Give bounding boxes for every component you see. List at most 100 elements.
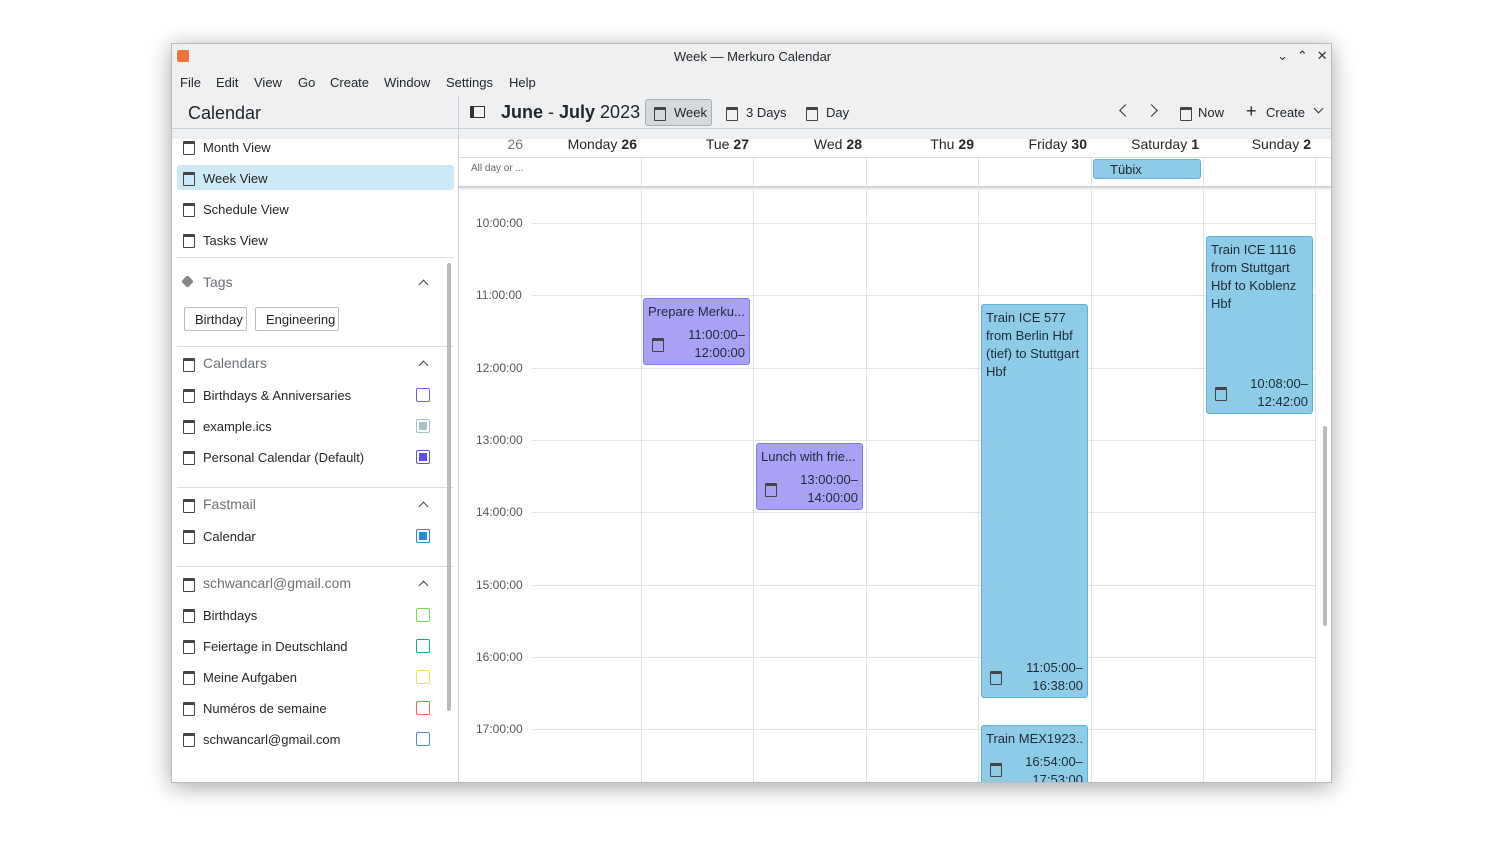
event-start: 13:00:00–	[800, 472, 858, 487]
header-line	[459, 157, 1331, 158]
section-header: Fastmail	[203, 496, 256, 512]
event[interactable]: Lunch with frie... 13:00:00– 14:00:00	[756, 443, 863, 510]
menu-item[interactable]: Create	[330, 75, 370, 90]
period-title: June - July 2023	[501, 102, 645, 123]
event-start: 11:05:00–	[1026, 660, 1083, 675]
title-bar	[172, 44, 1331, 139]
tag-chip[interactable]: Birthday	[184, 307, 247, 331]
icon	[183, 609, 195, 623]
calendar-item[interactable]: Birthdays & Anniversaries	[203, 388, 352, 403]
event-time: 16:54:00– 17:53:00	[1025, 753, 1083, 783]
hour-label: 17:00:00	[476, 722, 523, 737]
event[interactable]: Train MEX1923... 16:54:00– 17:53:00	[981, 725, 1088, 783]
calendar-checkbox[interactable]	[416, 670, 430, 684]
calendar-item[interactable]: Meine Aufgaben	[203, 670, 297, 685]
menu-item[interactable]: View	[254, 75, 282, 90]
sidebar-toggle[interactable]	[470, 106, 485, 118]
calendar-checkbox[interactable]	[416, 419, 430, 433]
now-button[interactable]: Now	[1198, 105, 1225, 120]
icon	[1180, 107, 1192, 121]
calendar-item[interactable]: Personal Calendar (Default)	[203, 450, 365, 465]
tag-icon	[181, 275, 194, 288]
sidebar-view[interactable]: Month View	[203, 140, 271, 155]
column-line	[978, 158, 979, 782]
icon	[183, 702, 195, 716]
event-end: 17:53:00	[1032, 772, 1083, 783]
day-name: Saturday	[1131, 136, 1188, 152]
event-time: 11:00:00– 12:00:00	[688, 326, 745, 362]
collapse-chevron[interactable]	[418, 360, 429, 371]
calendar-item[interactable]: Birthdays	[203, 608, 258, 623]
event-time: 13:00:00– 14:00:00	[800, 471, 858, 507]
sidebar-view[interactable]: Tasks View	[203, 233, 268, 248]
event[interactable]: Train ICE 1116 from Stuttgart Hbf to Kob…	[1206, 236, 1313, 414]
icon	[183, 203, 195, 217]
menu-item[interactable]: Edit	[216, 75, 239, 90]
menu-item[interactable]: Settings	[446, 75, 493, 90]
calendar-item[interactable]: Numéros de semaine	[203, 701, 327, 716]
tag-chip[interactable]: Engineering	[255, 307, 339, 331]
sidebar-view[interactable]: Schedule View	[203, 202, 289, 217]
calendar-item[interactable]: example.ics	[203, 419, 272, 434]
calendar-checkbox[interactable]	[416, 701, 430, 715]
calendar-checkbox[interactable]	[416, 388, 430, 402]
column-line	[1203, 158, 1204, 782]
calendar-item[interactable]: Calendar	[203, 529, 256, 544]
calendar-item[interactable]: Feiertage in Deutschland	[203, 639, 348, 654]
icon	[1215, 387, 1227, 401]
icon	[183, 141, 195, 155]
app-icon	[177, 50, 189, 62]
calendar-item[interactable]: schwancarl@gmail.com	[203, 732, 341, 747]
calendar-checkbox[interactable]	[416, 450, 430, 464]
sidebar-scrollbar	[447, 263, 451, 711]
plus-icon: +	[1246, 101, 1257, 121]
event-end: 14:00:00	[807, 490, 858, 505]
menu-item[interactable]: Help	[509, 75, 536, 90]
column-line	[1091, 158, 1092, 782]
day-number: 29	[958, 136, 974, 152]
icon	[183, 640, 195, 654]
day-number: 2	[1303, 136, 1311, 152]
sidebar-divider	[458, 96, 459, 782]
all-day-event[interactable]: Tübix	[1093, 159, 1201, 179]
view-highlight	[177, 165, 454, 190]
hour-line	[532, 584, 1315, 586]
calendar-checkbox[interactable]	[416, 529, 430, 543]
icon	[806, 107, 818, 121]
menu-item[interactable]: File	[180, 75, 201, 90]
calendar-checkbox[interactable]	[416, 732, 430, 746]
window: Week — Merkuro Calendar ⌄⌃✕ File Edit View…	[171, 43, 1332, 783]
column-line	[1315, 158, 1316, 782]
period-part: July	[559, 102, 596, 122]
event[interactable]: Train ICE 577 from Berlin Hbf (tief) to …	[981, 304, 1088, 698]
menu-item[interactable]: Go	[298, 75, 316, 90]
collapse-chevron[interactable]	[418, 501, 429, 512]
separator	[177, 346, 454, 347]
day-number: 26	[621, 136, 637, 152]
calendar-checkbox[interactable]	[416, 608, 430, 622]
collapse-chevron[interactable]	[418, 580, 429, 591]
hour-label: 15:00:00	[476, 577, 523, 592]
event[interactable]: Prepare Merku... 11:00:00– 12:00:00	[643, 298, 750, 365]
event-end: 12:00:00	[694, 345, 745, 360]
view-mode-button[interactable]: Week	[674, 105, 707, 120]
event-end: 16:38:00	[1032, 678, 1083, 693]
all-day-border	[459, 186, 1331, 188]
event-time: 10:08:00– 12:42:00	[1250, 375, 1308, 411]
section-header: Calendars	[203, 355, 267, 371]
calendar-checkbox[interactable]	[416, 639, 430, 653]
day-header: Monday 26	[517, 136, 637, 152]
view-mode-button[interactable]: Day	[826, 105, 850, 120]
toolbar-border	[172, 128, 1331, 129]
event-title: Prepare Merku...	[648, 304, 745, 319]
collapse-chevron[interactable]	[418, 279, 429, 290]
window-controls[interactable]: ⌄⌃✕	[1277, 48, 1332, 63]
sidebar-view[interactable]: Week View	[203, 171, 268, 186]
create-button[interactable]: Create	[1266, 105, 1306, 120]
week-number: 26	[507, 136, 523, 152]
hour-label: 13:00:00	[476, 432, 523, 447]
menu-item[interactable]: Window	[384, 75, 431, 90]
icon	[652, 338, 664, 352]
day-header: Sunday 2	[1191, 136, 1311, 152]
view-mode-button[interactable]: 3 Days	[746, 105, 787, 120]
